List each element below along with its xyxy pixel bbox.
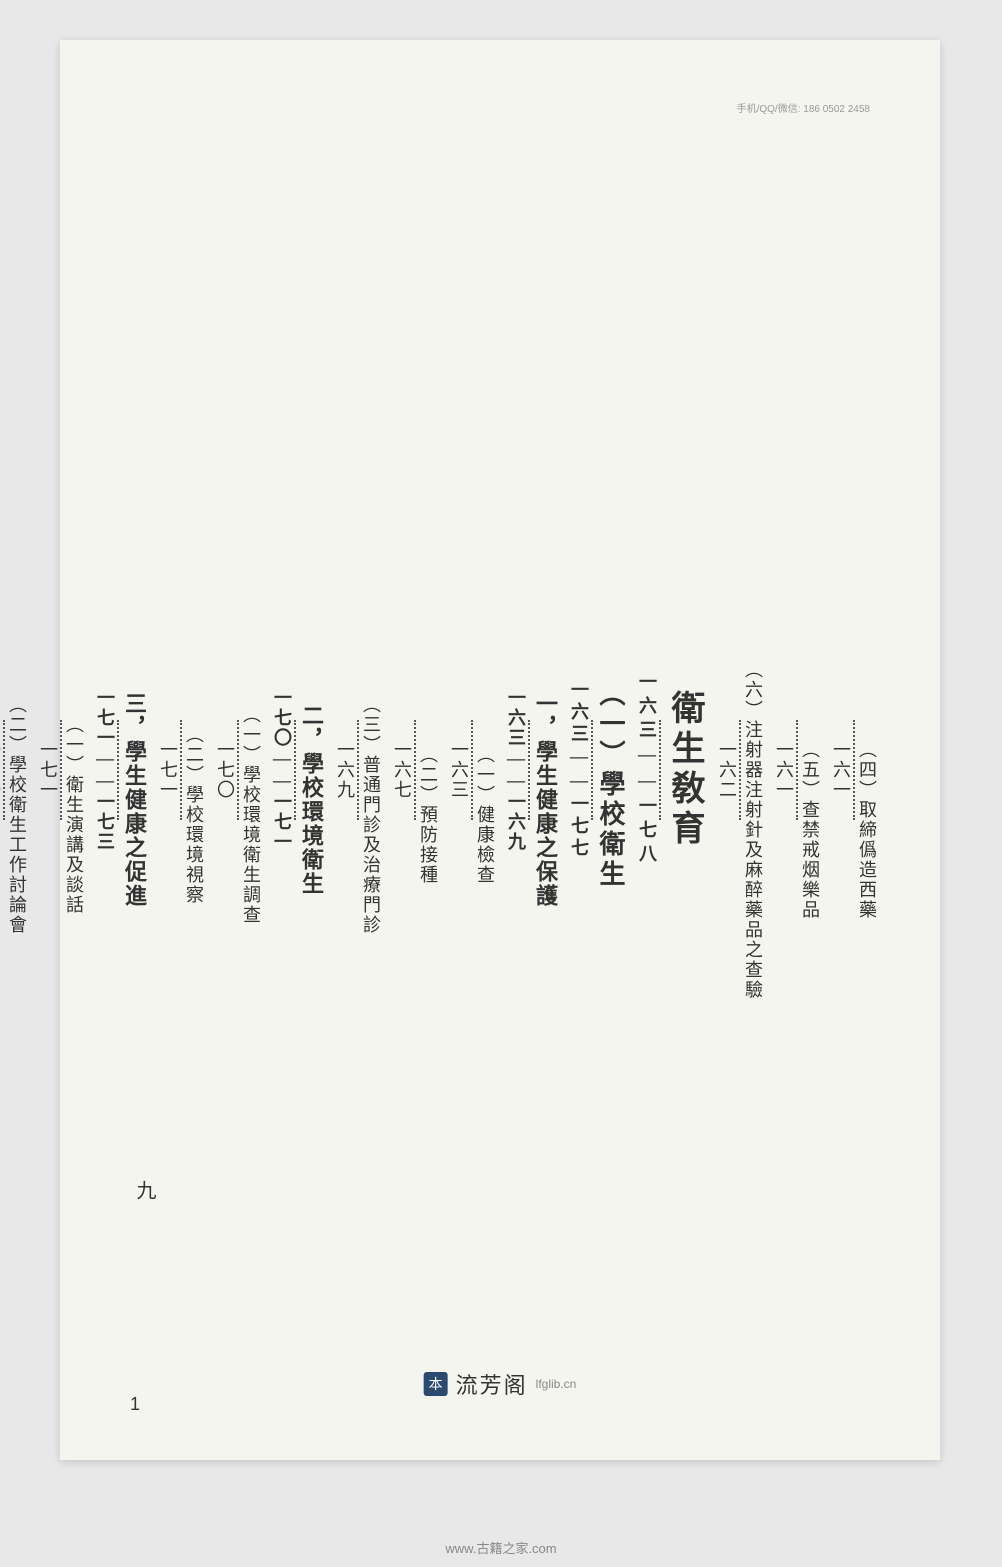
entry-page: 一六一 (828, 740, 854, 800)
contact-watermark: 手机/QQ/微信: 186 0502 2458 (737, 100, 870, 115)
site-watermark: 本 流芳阁 lfglib.cn (424, 1368, 577, 1400)
entry-page: 一七〇 (212, 740, 238, 800)
entry-title: （一）健康檢查 (472, 655, 498, 885)
entry-title: （二）學校環境視察 (181, 635, 207, 905)
entry-page: 一六三——一七七 (566, 680, 592, 860)
footer-url: www.古籍之家.com (445, 1538, 556, 1557)
entry-title: （一）學校衛生 (592, 650, 629, 890)
toc-entry: （二）學校衛生工作討論會一七一 (0, 140, 30, 1400)
toc-entry: （四）取締僞造西藥一六一 (828, 140, 880, 1400)
toc-entry: （一）學校環境衛生調查一七〇 (212, 140, 264, 1400)
entry-title: （二）學校衛生工作討論會 (4, 605, 30, 935)
entry-title: （三）普通門診及治療門診 (358, 605, 384, 935)
toc-entry: （三）普通門診及治療門診一六九 (332, 140, 384, 1400)
document-page: 手机/QQ/微信: 186 0502 2458 （四）取締僞造西藥一六一（五）查… (60, 40, 940, 1460)
toc-entry: 二，學校環境衛生一七〇——一七一 (269, 140, 327, 1400)
entry-title: 三，學生健康之促進 (118, 632, 150, 908)
entry-page: 一七一 (35, 740, 61, 800)
book-icon: 本 (424, 1372, 448, 1396)
toc-entry: （一）健康檢查一六三 (446, 140, 498, 1400)
entry-page: 一六一 (771, 740, 797, 800)
entry-title: （一）衛生演講及談話 (61, 625, 87, 915)
entry-title: 一，學生健康之保護 (529, 632, 561, 908)
entry-page: 一六九 (332, 740, 358, 800)
entry-title: 二，學校環境衛生 (295, 644, 327, 896)
entry-page: 一六三——一七八 (634, 672, 660, 868)
toc-entry: 三，學生健康之促進一七一——一七三 (92, 140, 150, 1400)
side-page-number: 九 (130, 1180, 159, 1200)
watermark-main: 流芳阁 (456, 1368, 528, 1400)
toc-entry: （一）學校衛生一六三——一七七 (566, 140, 629, 1400)
toc-entry: （二）學校環境視察一七一 (155, 140, 207, 1400)
bottom-page-number: 1 (130, 1394, 140, 1415)
entry-page: 一六三——一六九 (503, 688, 529, 852)
toc-entry: 一，學生健康之保護一六三——一六九 (503, 140, 561, 1400)
entry-page: 一六二 (714, 740, 740, 800)
toc-entry: （五）查禁戒烟樂品一六一 (771, 140, 823, 1400)
toc-content: （四）取締僞造西藥一六一（五）查禁戒烟樂品一六一（六）注射器注射針及麻醉藥品之查… (120, 140, 880, 1400)
watermark-sub: lfglib.cn (536, 1377, 577, 1391)
entry-title: （六）注射器注射針及麻醉藥品之查驗 (740, 540, 766, 1000)
entry-title: （五）查禁戒烟樂品 (797, 620, 823, 920)
entry-title: （二）預防接種 (415, 655, 441, 885)
entry-page: 一七〇——一七一 (269, 688, 295, 852)
entry-page: 一七一 (155, 740, 181, 800)
entry-page: 一六三 (446, 740, 472, 800)
entry-title: （四）取締僞造西藥 (854, 620, 880, 920)
entry-title: 衛生敎育 (660, 690, 709, 850)
entry-page: 一七一——一七三 (92, 688, 118, 852)
toc-entry: 衛生敎育一六三——一七八 (634, 140, 709, 1400)
entry-page: 一六七 (389, 740, 415, 800)
toc-entry: （二）預防接種一六七 (389, 140, 441, 1400)
entry-title: （一）學校環境衛生調查 (238, 615, 264, 925)
toc-entry: （六）注射器注射針及麻醉藥品之查驗一六二 (714, 140, 766, 1400)
toc-entry: （一）衛生演講及談話一七一 (35, 140, 87, 1400)
